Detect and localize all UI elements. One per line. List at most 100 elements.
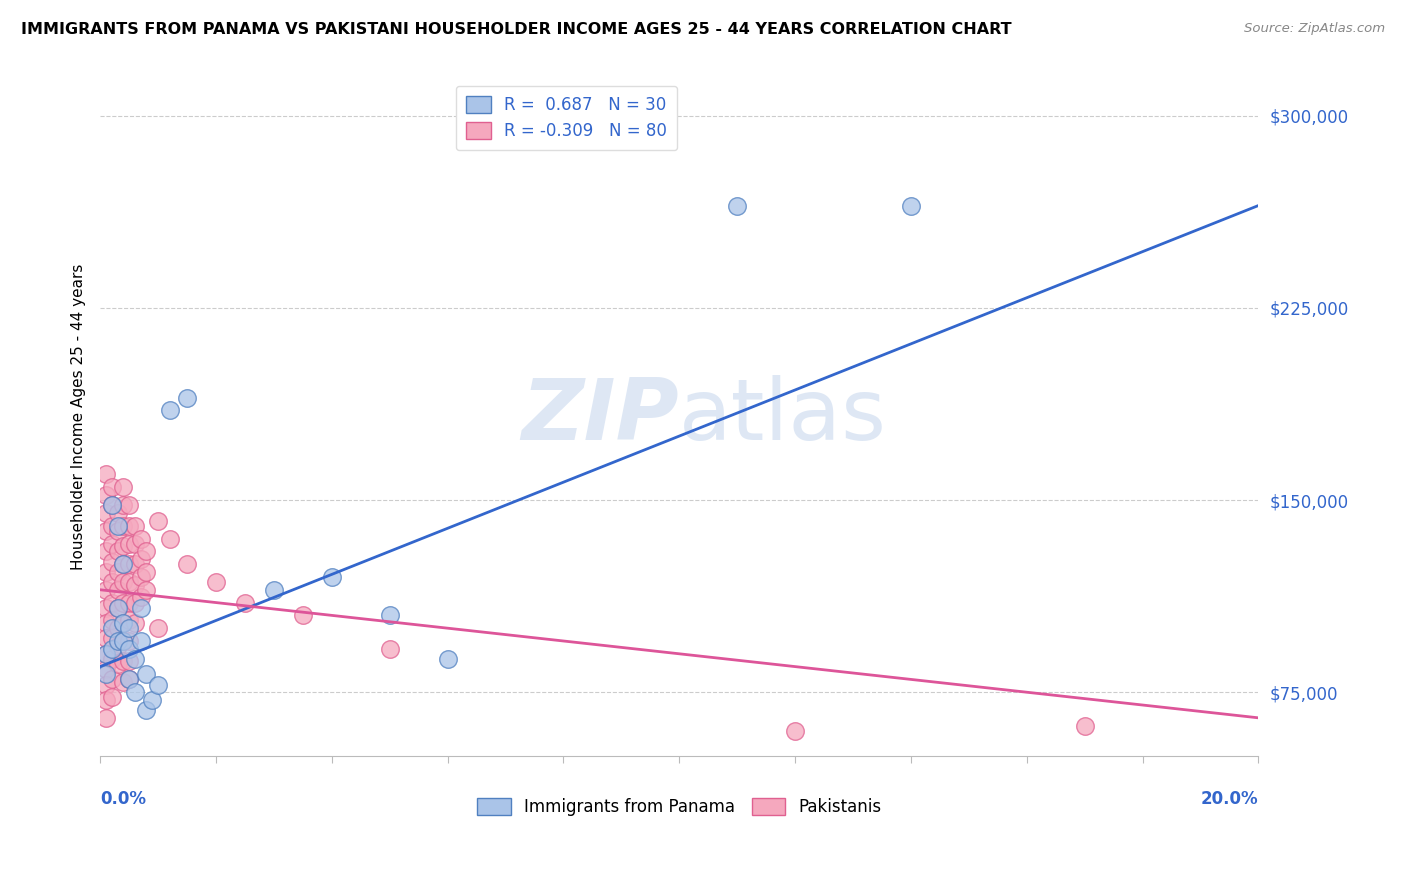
Point xyxy=(135,544,157,558)
Point xyxy=(107,582,129,597)
Point xyxy=(94,711,117,725)
Point xyxy=(135,703,157,717)
Point xyxy=(100,555,122,569)
Point xyxy=(785,723,807,738)
Point xyxy=(94,524,117,538)
Point xyxy=(100,498,122,512)
Point xyxy=(100,575,122,590)
Point xyxy=(100,690,122,705)
Point xyxy=(112,480,135,494)
Point xyxy=(107,518,129,533)
Point xyxy=(100,596,122,610)
Y-axis label: Householder Income Ages 25 - 44 years: Householder Income Ages 25 - 44 years xyxy=(72,264,86,570)
Point xyxy=(118,557,141,571)
Point xyxy=(124,615,146,630)
Point xyxy=(233,596,256,610)
Point xyxy=(118,614,141,628)
Point xyxy=(112,615,135,630)
Point xyxy=(100,536,122,550)
Point xyxy=(124,577,146,591)
Point xyxy=(118,673,141,687)
Point xyxy=(146,677,169,691)
Point xyxy=(112,575,135,590)
Text: 0.0%: 0.0% xyxy=(100,789,146,808)
Point xyxy=(135,582,157,597)
Legend: Immigrants from Panama, Pakistanis: Immigrants from Panama, Pakistanis xyxy=(471,791,889,822)
Point xyxy=(112,498,135,512)
Point xyxy=(107,600,129,615)
Point xyxy=(725,198,748,212)
Point xyxy=(112,615,135,630)
Point xyxy=(94,506,117,520)
Point xyxy=(118,575,141,590)
Point xyxy=(107,639,129,653)
Point xyxy=(94,544,117,558)
Point xyxy=(263,582,285,597)
Point xyxy=(135,667,157,681)
Point xyxy=(118,596,141,610)
Point xyxy=(100,614,122,628)
Point xyxy=(118,673,141,687)
Point xyxy=(107,506,129,520)
Point xyxy=(100,673,122,687)
Point xyxy=(112,675,135,690)
Point xyxy=(124,557,146,571)
Point xyxy=(129,532,152,546)
Point xyxy=(146,514,169,528)
Point xyxy=(124,536,146,550)
Point xyxy=(112,655,135,669)
Point xyxy=(129,570,152,584)
Point xyxy=(378,641,401,656)
Point xyxy=(94,615,117,630)
Point xyxy=(100,621,122,635)
Point xyxy=(129,591,152,605)
Point xyxy=(129,600,152,615)
Point xyxy=(124,652,146,666)
Text: Source: ZipAtlas.com: Source: ZipAtlas.com xyxy=(1244,22,1385,36)
Text: ZIP: ZIP xyxy=(522,376,679,458)
Point xyxy=(100,498,122,512)
Point xyxy=(118,536,141,550)
Point xyxy=(118,634,141,648)
Point xyxy=(107,544,129,558)
Point xyxy=(118,655,141,669)
Point xyxy=(107,621,129,635)
Point xyxy=(900,198,922,212)
Point xyxy=(94,632,117,646)
Point xyxy=(129,552,152,566)
Text: 20.0%: 20.0% xyxy=(1201,789,1258,808)
Point xyxy=(100,518,122,533)
Point xyxy=(94,647,117,661)
Point xyxy=(107,524,129,538)
Point xyxy=(107,634,129,648)
Point xyxy=(94,565,117,579)
Point xyxy=(94,582,117,597)
Point xyxy=(112,634,135,648)
Point xyxy=(94,677,117,691)
Point xyxy=(94,667,117,681)
Point xyxy=(100,652,122,666)
Point xyxy=(118,621,141,635)
Text: IMMIGRANTS FROM PANAMA VS PAKISTANI HOUSEHOLDER INCOME AGES 25 - 44 YEARS CORREL: IMMIGRANTS FROM PANAMA VS PAKISTANI HOUS… xyxy=(21,22,1012,37)
Point xyxy=(291,608,314,623)
Point xyxy=(94,467,117,482)
Point xyxy=(205,575,228,590)
Point xyxy=(118,518,141,533)
Point xyxy=(112,557,135,571)
Point xyxy=(94,693,117,707)
Point xyxy=(100,641,122,656)
Point xyxy=(100,480,122,494)
Point xyxy=(118,641,141,656)
Point xyxy=(141,693,163,707)
Point xyxy=(124,596,146,610)
Point xyxy=(107,600,129,615)
Point xyxy=(112,596,135,610)
Point xyxy=(107,565,129,579)
Point xyxy=(112,518,135,533)
Point xyxy=(176,391,198,405)
Point xyxy=(112,557,135,571)
Point xyxy=(436,652,458,666)
Point xyxy=(146,621,169,635)
Text: atlas: atlas xyxy=(679,376,887,458)
Point xyxy=(94,647,117,661)
